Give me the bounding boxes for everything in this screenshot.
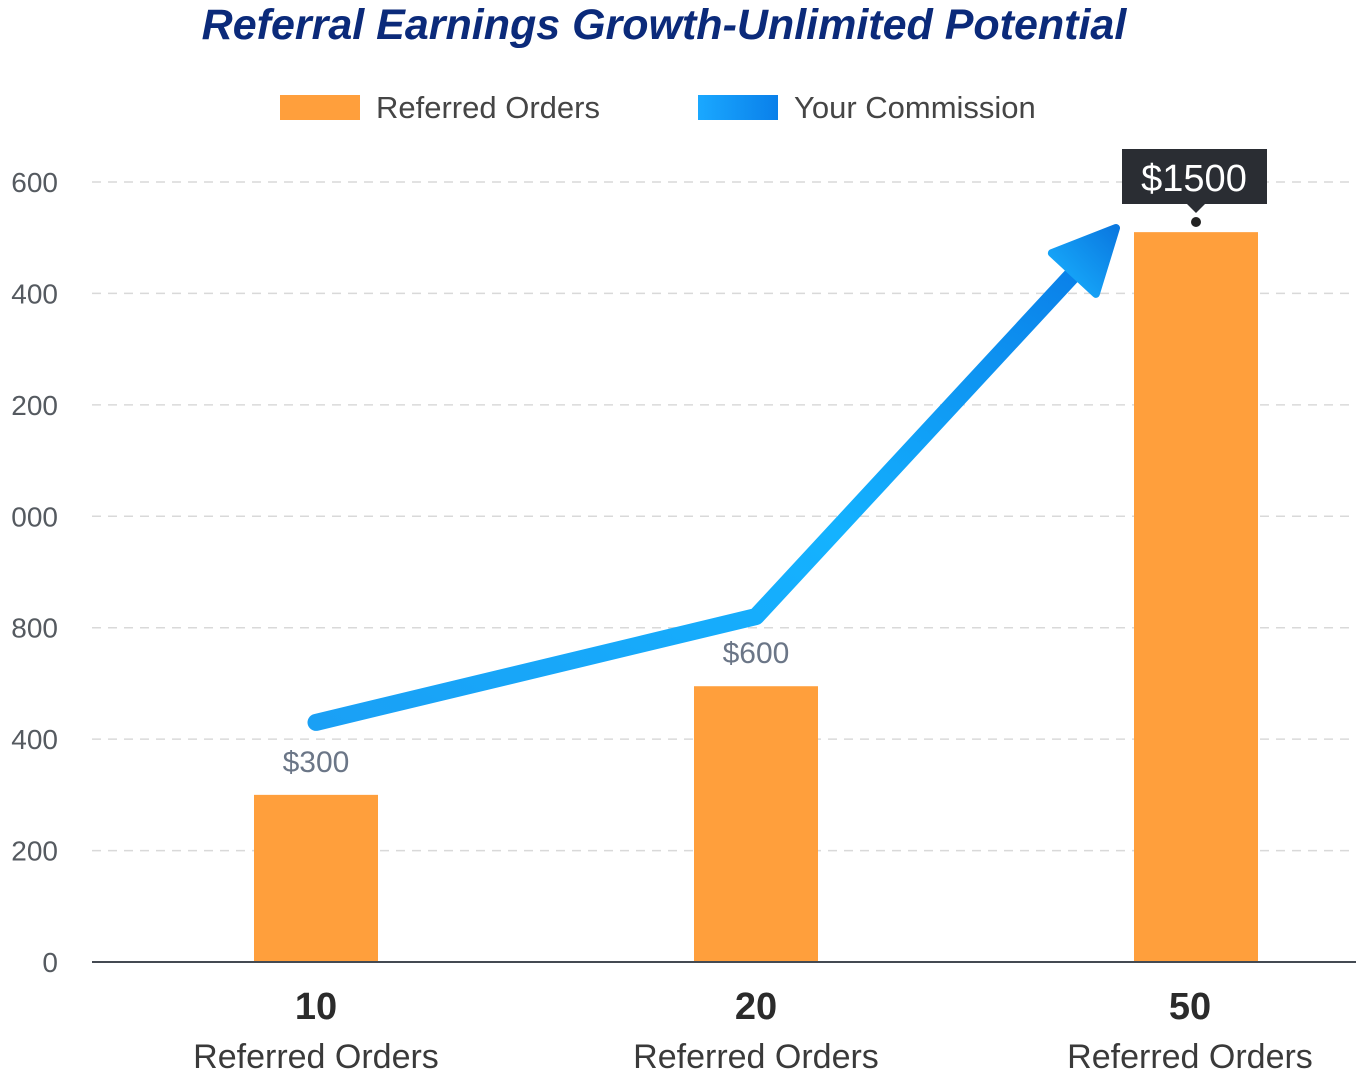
x-category-label: Referred Orders	[1067, 1038, 1313, 1076]
x-category-number: 10	[295, 986, 337, 1028]
bar-referred-orders	[1134, 232, 1258, 963]
data-labels: $300 $600	[283, 637, 790, 779]
callout-pointer	[1187, 204, 1205, 213]
legend-swatch-referred-orders	[280, 95, 360, 120]
bars	[254, 232, 1258, 963]
x-category-number: 20	[735, 986, 777, 1028]
chart-title: Referral Earnings Growth-Unlimited Poten…	[202, 1, 1128, 49]
callout-dot	[1191, 217, 1201, 227]
y-tick-label: 800	[11, 613, 58, 644]
y-tick-label: 200	[11, 390, 58, 421]
bar-referred-orders	[254, 794, 378, 962]
y-tick-label: 000	[11, 501, 58, 532]
y-tick-label: 400	[11, 724, 58, 755]
x-category-label: Referred Orders	[193, 1038, 439, 1076]
data-label: $300	[283, 746, 350, 779]
callout-label: $1500	[1141, 158, 1247, 200]
y-tick-label: 0	[42, 947, 58, 978]
x-axis-categories: 10 Referred Orders 20 Referred Orders 50 Refe…	[193, 986, 1313, 1076]
commission-arrow	[307, 224, 1120, 731]
arrow-head	[1047, 224, 1120, 298]
x-category-number: 50	[1169, 986, 1211, 1028]
callout-box	[1122, 149, 1267, 204]
y-axis-ticks: 0 200 400 800 000 200 400 600	[11, 167, 58, 978]
commission-line	[307, 254, 1092, 731]
legend: Referred Orders Your Commission	[280, 90, 1036, 125]
legend-swatch-your-commission	[698, 95, 778, 120]
y-tick-label: 400	[11, 278, 58, 309]
callout: $1500	[1122, 149, 1267, 227]
bar-referred-orders	[694, 686, 818, 962]
data-label: $600	[723, 637, 790, 670]
legend-label-your-commission: Your Commission	[794, 90, 1036, 125]
y-tick-label: 600	[11, 167, 58, 198]
y-tick-label: 200	[11, 836, 58, 867]
legend-label-referred-orders: Referred Orders	[376, 90, 600, 125]
x-category-label: Referred Orders	[633, 1038, 879, 1076]
